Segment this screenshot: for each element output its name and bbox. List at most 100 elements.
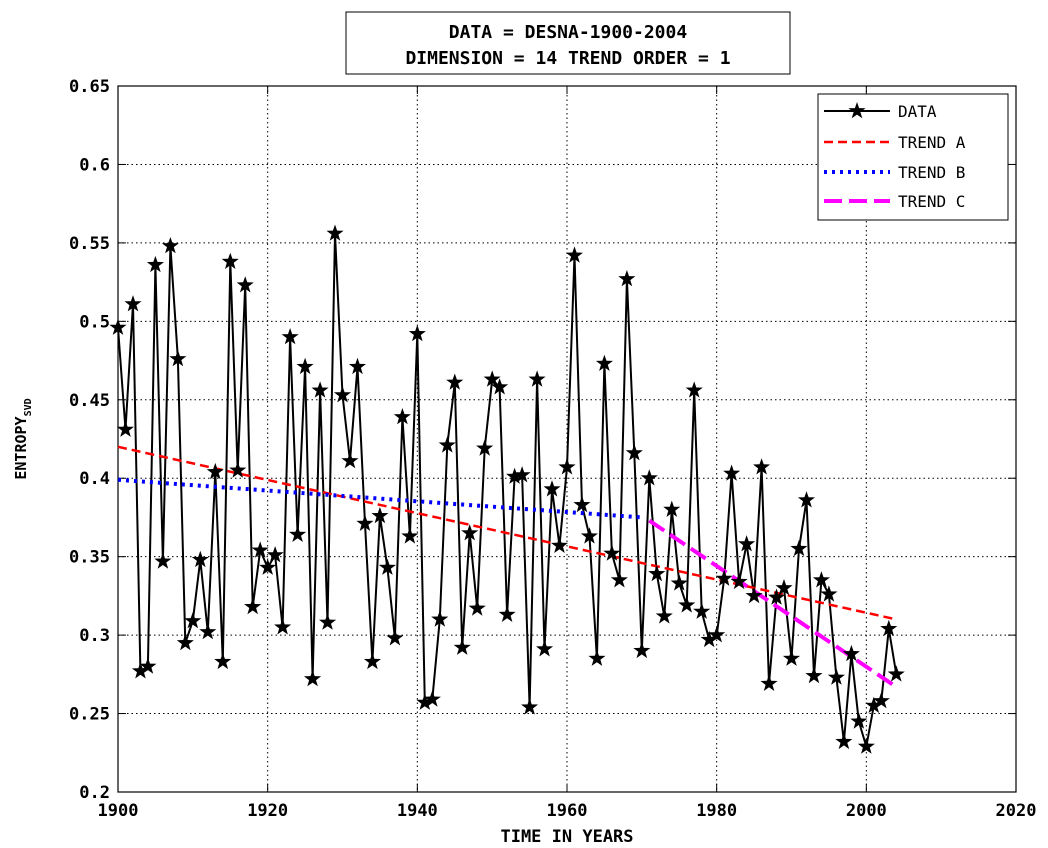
data-point [229,461,247,478]
data-point [431,610,449,627]
data-point [378,558,396,575]
legend: DATA TREND A TREND B TREND C [817,93,1009,221]
data-point [386,629,404,646]
data-point [408,324,426,342]
y-axis-label: ENTROPYSVD [12,398,34,479]
data-point [131,662,149,679]
data-point [281,328,299,345]
data-point [236,276,254,293]
data-point [565,246,583,263]
data-point [708,626,726,643]
data-point [513,466,531,483]
y-axis-label-subscript: SVD [23,398,34,416]
data-point [326,224,344,241]
data-point [161,237,179,254]
data-point [528,370,546,387]
data-point [610,571,628,588]
data-point [865,696,883,713]
data-point [768,588,786,605]
y-axis-label-main: ENTROPY [12,416,30,479]
data-point [678,596,696,613]
data-point [820,585,838,602]
data-point [521,698,539,715]
data-point [206,462,224,480]
data-point [491,378,509,395]
data-point [685,381,703,398]
data-point [670,574,688,591]
data-point [214,652,232,670]
data-point [827,668,845,685]
data-point [191,550,209,568]
data-point [558,458,576,475]
data-point [857,737,875,754]
legend-label-trend-b: TREND B [898,163,965,182]
data-point [551,536,569,553]
data-point [371,506,389,524]
data-point [872,692,890,709]
data-point [341,452,359,469]
y-tick-label: 0.6 [79,155,110,175]
data-point [333,386,352,403]
data-point [655,607,673,624]
data-point [588,649,606,666]
data-point [311,381,329,398]
data-point [745,586,763,604]
chart-title-line-1: DATA = DESNA-1900-2004 [449,22,688,43]
data-point [573,495,591,513]
legend-label-trend-c: TREND C [898,192,965,211]
x-tick-label: 1960 [547,801,588,821]
data-point [304,670,322,687]
data-point [259,558,277,575]
data-point [715,569,733,586]
data-point [221,252,239,269]
data-point [169,350,187,367]
data-point [199,623,217,640]
data-point [640,469,658,486]
data-point [146,255,164,273]
data-point [244,597,262,615]
data-point [289,525,307,542]
data-point [603,544,621,561]
y-tick-label: 0.5 [79,312,110,332]
data-point [723,464,741,481]
data-point [363,652,381,670]
data-point [274,618,292,635]
data-point [154,552,172,569]
y-tick-label: 0.45 [69,391,110,411]
data-point [812,571,830,588]
data-point [461,524,479,541]
data-point [109,318,127,335]
data-point [483,370,501,387]
data-point [506,467,524,484]
y-tick-label: 0.65 [69,77,110,97]
data-point [580,527,598,544]
data-point [401,527,419,544]
data-point [446,373,464,390]
y-axis-label-group: ENTROPYSVD [12,398,34,479]
data-point [625,444,643,461]
data-point [536,640,554,657]
data-point [423,690,441,707]
data-point [498,605,516,622]
x-tick-label: 2020 [996,801,1037,821]
data-point [887,665,905,682]
y-tick-label: 0.3 [79,626,110,646]
x-tick-label: 2000 [846,801,887,821]
data-point [543,480,561,497]
data-point [730,572,748,590]
data-point [266,546,284,563]
data-point [296,357,314,375]
data-point [700,630,718,648]
x-axis-label: TIME IN YEARS [500,827,633,847]
data-point [775,579,793,596]
data-point [790,539,808,557]
data-point [438,436,456,453]
data-point [476,439,494,456]
data-point [139,657,157,674]
data-point [648,564,666,582]
data-point [880,619,898,637]
data-point [116,420,134,437]
y-tick-label: 0.2 [79,783,110,803]
data-point [319,613,337,630]
